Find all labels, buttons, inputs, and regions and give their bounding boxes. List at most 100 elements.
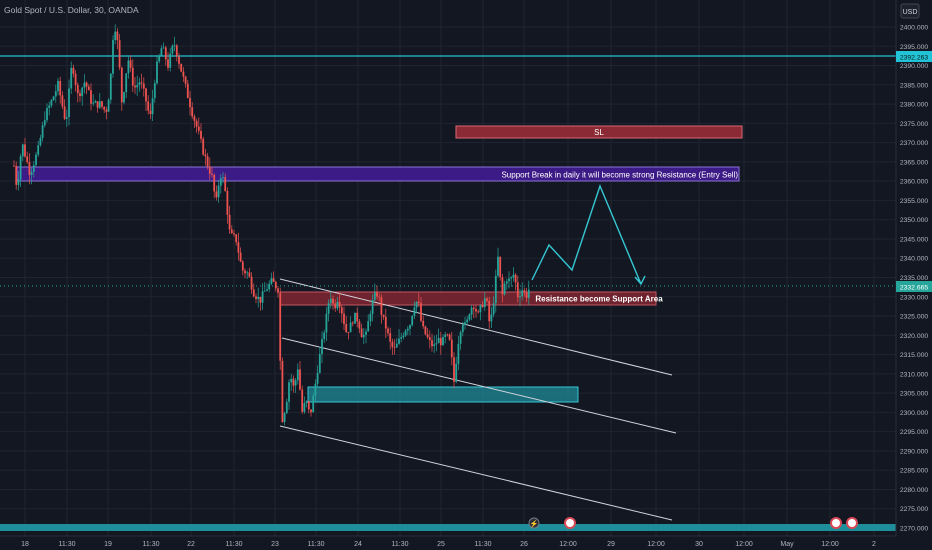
candle-body	[444, 334, 447, 337]
price-tick-label: 2345.000	[900, 236, 929, 243]
candle-body	[281, 360, 284, 423]
candle-body	[142, 83, 145, 89]
candle-body	[519, 296, 521, 298]
candle-body	[431, 340, 433, 347]
candle-body	[316, 372, 319, 384]
candle-body	[211, 173, 213, 175]
time-axis[interactable]: 18 11:30 19 11:30 22 11:30 23 11:30 24 11:30 25 11:…	[0, 535, 896, 550]
candle-body	[486, 298, 488, 301]
price-tick-label: 2285.000	[900, 468, 929, 475]
flag-event-icon[interactable]	[846, 517, 858, 529]
candle-body	[512, 274, 515, 278]
candle-body	[338, 302, 341, 308]
candle-body	[459, 332, 462, 344]
projection-path[interactable]	[531, 184, 642, 285]
candle-body	[107, 99, 110, 112]
candle-body	[114, 31, 117, 40]
candle-body	[72, 67, 75, 74]
candle-body	[219, 178, 222, 186]
sl-label: SL	[594, 128, 604, 137]
candle-body	[197, 126, 200, 131]
channel-lower-line[interactable]	[279, 425, 673, 521]
candle-body	[420, 303, 422, 321]
candle-body	[270, 278, 273, 284]
candle-body	[343, 313, 345, 325]
candle-body	[266, 289, 268, 291]
candle-body	[235, 234, 238, 243]
candle-body	[349, 322, 352, 333]
candle-body	[428, 337, 431, 341]
demand-zone[interactable]	[307, 386, 579, 403]
candle-body	[191, 107, 194, 117]
candle-body	[283, 413, 286, 422]
price-tick-label: 2335.000	[900, 275, 929, 282]
candle-body	[327, 303, 330, 314]
candle-body	[169, 53, 172, 68]
candle-body	[257, 296, 260, 299]
candle-body	[173, 45, 176, 47]
candle-body	[378, 296, 381, 298]
candle-body	[371, 300, 374, 314]
symbol-title: Gold Spot / U.S. Dollar, 30, OANDA	[4, 5, 139, 15]
candle-body	[527, 289, 530, 298]
candle-body	[387, 328, 389, 334]
projection-arrowhead-icon	[634, 275, 646, 286]
candle-body	[233, 233, 235, 235]
channel-upper-line[interactable]	[279, 278, 673, 376]
time-tick-label: 11:30	[226, 541, 243, 548]
time-tick-label: 18	[21, 541, 29, 548]
candle-body	[162, 47, 165, 49]
time-tick-label: 26	[520, 541, 528, 548]
candle-body	[98, 101, 101, 108]
time-tick-label: 11:30	[475, 541, 492, 548]
candle-body	[479, 305, 482, 313]
candle-body	[41, 125, 44, 138]
channel-middle-line[interactable]	[281, 337, 677, 434]
flash-event-icon[interactable]	[528, 517, 540, 529]
candle-body	[336, 302, 339, 309]
candle-body	[351, 322, 354, 324]
candle-body	[202, 138, 205, 155]
candle-body	[153, 83, 156, 99]
candle-body	[250, 276, 253, 290]
candle-body	[134, 85, 136, 88]
price-tick-label: 2400.000	[900, 25, 929, 32]
candle-body	[112, 39, 114, 74]
flag-event-icon[interactable]	[830, 517, 842, 529]
candle-body	[248, 272, 251, 277]
candle-body	[312, 395, 315, 413]
sl-zone[interactable]	[455, 125, 743, 139]
candle-body	[79, 93, 81, 97]
candle-body	[26, 156, 29, 163]
price-tick-label: 2375.000	[900, 121, 929, 128]
candle-body	[299, 369, 301, 390]
flag-event-icon[interactable]	[564, 517, 576, 529]
price-tick-label: 2310.000	[900, 371, 929, 378]
candle-body	[105, 109, 108, 112]
candle-body	[158, 55, 161, 62]
candle-body	[255, 296, 257, 299]
time-tick-label: May	[780, 541, 794, 548]
candle-body	[340, 307, 343, 314]
hline-price-tag	[896, 51, 932, 62]
currency-button[interactable]	[900, 3, 920, 19]
candle-body	[400, 337, 403, 339]
candle-body	[279, 292, 282, 361]
time-tick-label: 19	[104, 541, 112, 548]
candle-body	[109, 73, 112, 100]
candle-body	[294, 380, 297, 386]
candle-body	[149, 110, 152, 114]
candle-body	[347, 332, 350, 333]
candle-body	[239, 252, 242, 262]
candle-body	[514, 274, 517, 283]
price-tick-label: 2390.000	[900, 63, 929, 70]
price-axis[interactable]: USD 2400.000 2395.000 2390.000 2385.000 2380…	[895, 0, 932, 550]
candle-body	[521, 290, 524, 297]
candle-body	[497, 256, 499, 276]
candle-body	[272, 278, 275, 282]
candle-body	[398, 338, 400, 344]
candle-body	[167, 59, 169, 68]
time-tick-label: 29	[607, 541, 615, 548]
candle-body	[186, 83, 189, 98]
